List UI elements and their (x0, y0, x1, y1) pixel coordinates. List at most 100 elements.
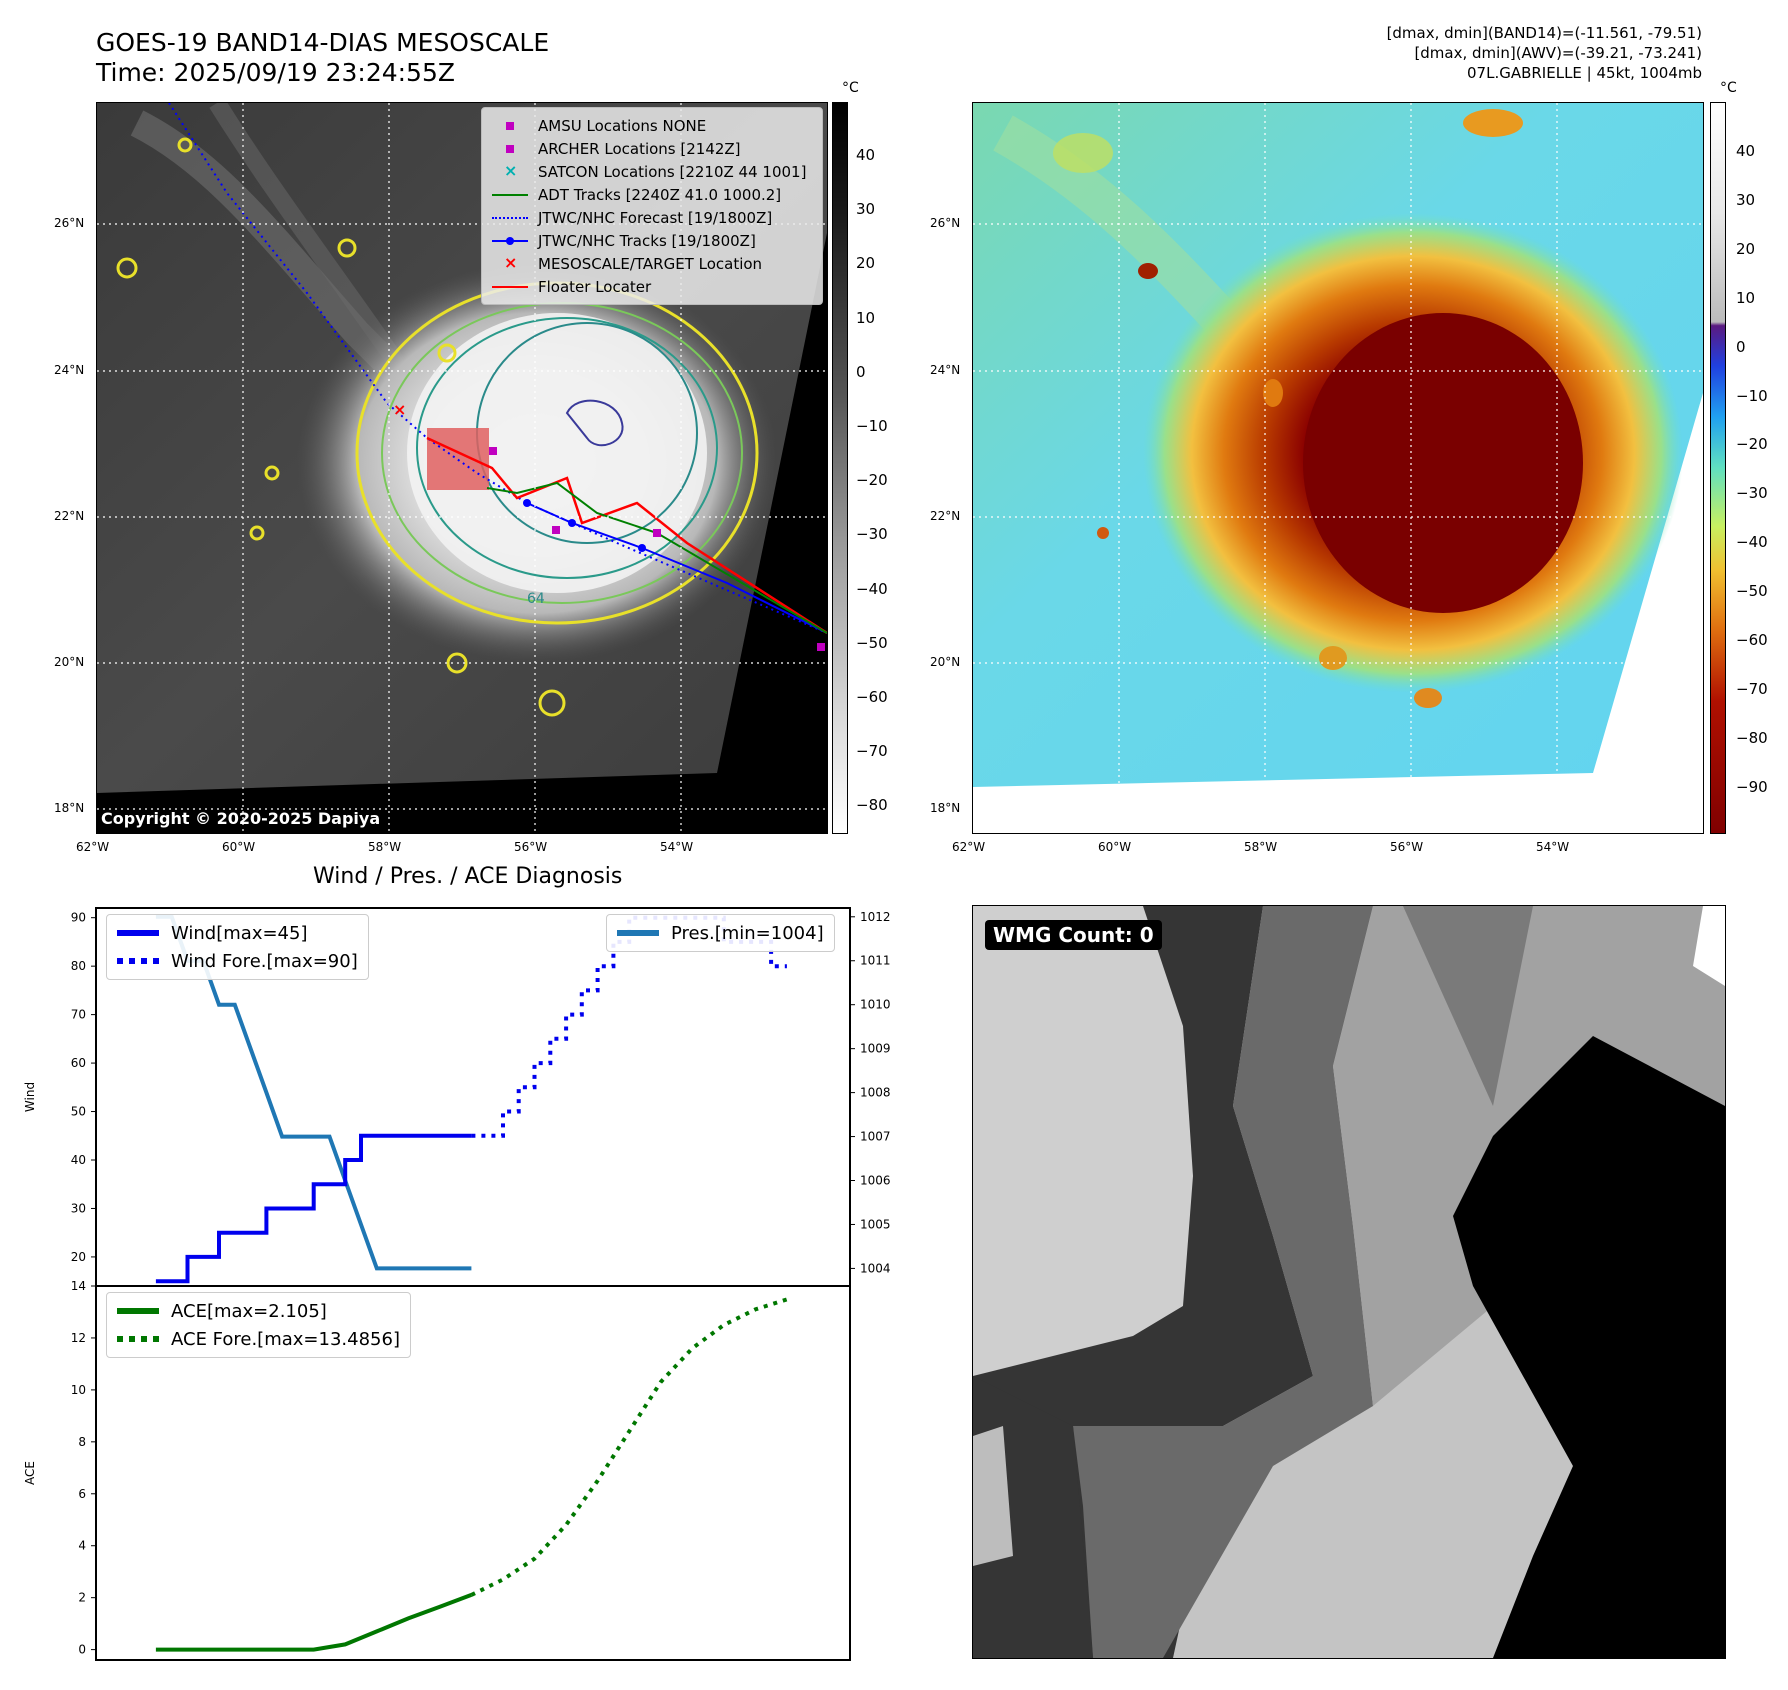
band14-map: × 64 Copyright © 2020-2025 Dapiya AMSU L… (96, 102, 828, 834)
pressure-y-tick-label: 1009 (860, 1042, 891, 1056)
legend-marker-icon: × (504, 252, 518, 272)
legend-entry: AMSU Locations NONE (492, 114, 812, 137)
band14-colorbar-tick: −20 (856, 471, 888, 490)
legend-wind: Wind[max=45] (117, 919, 358, 947)
ace-series-line (155, 1593, 473, 1652)
right-colorbar-unit: °C (1720, 80, 1737, 96)
enhanced-colorbar-tick: 40 (1736, 142, 1756, 160)
right-lon-tick-60: 60°W (1098, 840, 1132, 854)
right-lat-tick-18: 18°N (930, 801, 961, 815)
left-colorbar-unit: °C (842, 80, 859, 96)
enhanced-colorbar-tick: −10 (1736, 386, 1768, 405)
legend-marker-icon (492, 188, 528, 202)
left-lat-tick-22: 22°N (54, 509, 85, 523)
wind-legend: Wind[max=45] Wind Fore.[max=90] (106, 914, 369, 980)
right-lat-tick-26: 26°N (930, 216, 961, 230)
wind-y-tick-label: 50 (71, 1105, 86, 1119)
pressure-y-tick-label: 1007 (860, 1130, 891, 1144)
left-lon-tick-60: 60°W (222, 840, 256, 854)
left-lon-tick-56: 56°W (514, 840, 548, 854)
ace-y-tick-label: 0 (78, 1643, 86, 1657)
band14-colorbar-tick: 0 (856, 362, 866, 381)
right-lon-tick-56: 56°W (1390, 840, 1424, 854)
enhanced-colorbar-tick: −40 (1736, 533, 1768, 552)
legend-entry: × MESOSCALE/TARGET Location (492, 252, 812, 275)
right-lat-tick-20: 20°N (930, 655, 961, 669)
pressure-y-tick-label: 1008 (860, 1086, 891, 1100)
wind-y-tick-label: 90 (71, 911, 86, 925)
enhanced-colorbar-tick: −60 (1736, 631, 1768, 649)
figure-time: Time: 2025/09/19 23:24:55Z (96, 58, 455, 87)
left-lat-tick-24: 24°N (54, 363, 85, 377)
enhanced-colorbar-tick: −50 (1736, 582, 1768, 601)
wmg-image (973, 906, 1725, 1658)
band14-colorbar-tick: −80 (856, 796, 888, 815)
info-band14-range: [dmax, dmin](BAND14)=(-11.561, -79.51) (1386, 24, 1702, 42)
left-lat-tick-20: 20°N (54, 655, 85, 669)
wind-y-tick-label: 20 (71, 1250, 86, 1264)
pressure-y-tick-label: 1011 (860, 954, 891, 968)
legend-marker-icon (492, 234, 528, 248)
ace-y-tick-label: 10 (71, 1383, 86, 1397)
band14-colorbar-tick: 20 (856, 254, 876, 273)
diagnosis-chart: 2030405060708090100410051006100710081009… (23, 907, 891, 1661)
left-lon-tick-58: 58°W (368, 840, 402, 854)
enhanced-colorbar-tick: 10 (1736, 288, 1756, 307)
wind-y-tick-label: 60 (71, 1056, 86, 1070)
legend-entry: × SATCON Locations [2210Z 44 1001] (492, 160, 812, 183)
band14-colorbar-tick: 10 (856, 308, 876, 327)
wmg-panel: WMG Count: 0 (972, 905, 1726, 1659)
legend-ace-forecast: ACE Fore.[max=13.4856] (117, 1325, 400, 1353)
copyright-notice: Copyright © 2020-2025 Dapiya (101, 809, 381, 828)
band14-colorbar (832, 102, 848, 834)
right-lon-tick-54: 54°W (1536, 840, 1570, 854)
band14-enhanced-image (973, 103, 1703, 833)
diagnosis-title: Wind / Pres. / ACE Diagnosis (313, 864, 623, 889)
wmg-count-label: WMG Count: 0 (985, 920, 1162, 950)
left-lon-tick-62: 62°W (76, 840, 110, 854)
ace-y-label: ACE (23, 1461, 37, 1485)
ace-axes-frame (95, 1285, 851, 1661)
right-lon-tick-58: 58°W (1244, 840, 1278, 854)
contour-label: 64 (527, 591, 545, 607)
pressure-legend: Pres.[min=1004] (606, 914, 835, 952)
band14-colorbar-tick: 30 (856, 200, 876, 219)
info-awv-range: [dmax, dmin](AWV)=(-39.21, -73.241) (1414, 44, 1702, 62)
band14-colorbar-tick: −10 (856, 417, 888, 435)
legend-marker-icon (492, 142, 528, 156)
ace-forecast-series-line (470, 1297, 788, 1597)
wind-y-tick-label: 70 (71, 1008, 86, 1022)
right-lat-tick-24: 24°N (930, 363, 961, 377)
band14-enhanced-map (972, 102, 1704, 834)
band14-colorbar-tick: −70 (856, 742, 888, 761)
legend-entry: JTWC/NHC Tracks [19/1800Z] (492, 229, 812, 252)
wind-y-tick-label: 80 (71, 959, 86, 973)
legend-marker-icon: × (504, 160, 518, 180)
enhanced-gridlines (973, 103, 1703, 833)
legend-pressure: Pres.[min=1004] (617, 919, 824, 947)
ace-y-tick-label: 8 (78, 1435, 86, 1449)
enhanced-colorbar-tick: −80 (1736, 728, 1768, 747)
legend-wind-forecast: Wind Fore.[max=90] (117, 947, 358, 975)
legend-entry: JTWC/NHC Forecast [19/1800Z] (492, 206, 812, 229)
ace-y-tick-label: 12 (71, 1331, 86, 1345)
ace-y-tick-label: 4 (78, 1539, 86, 1553)
enhanced-colorbar-tick: −90 (1736, 777, 1768, 796)
ace-y-tick-label: 6 (78, 1487, 86, 1501)
left-lon-tick-54: 54°W (660, 840, 694, 854)
wind-series-line (155, 1133, 472, 1284)
pressure-y-tick-label: 1010 (860, 998, 891, 1012)
legend-marker-icon (492, 280, 528, 294)
band14-colorbar-tick: −60 (856, 688, 888, 706)
legend-marker-icon (492, 119, 528, 133)
legend-entry: Floater Locater (492, 275, 812, 298)
info-storm-id: 07L.GABRIELLE | 45kt, 1004mb (1467, 64, 1702, 82)
figure-title: GOES-19 BAND14-DIAS MESOSCALE (96, 28, 550, 57)
right-lon-tick-62: 62°W (952, 840, 986, 854)
wind-y-tick-label: 30 (71, 1201, 86, 1215)
band14-colorbar-tick: −30 (856, 525, 888, 544)
svg-text:×: × (393, 400, 406, 419)
legend-entry: ADT Tracks [2240Z 41.0 1000.2] (492, 183, 812, 206)
legend-entry: ARCHER Locations [2142Z] (492, 137, 812, 160)
left-lat-tick-26: 26°N (54, 216, 85, 230)
